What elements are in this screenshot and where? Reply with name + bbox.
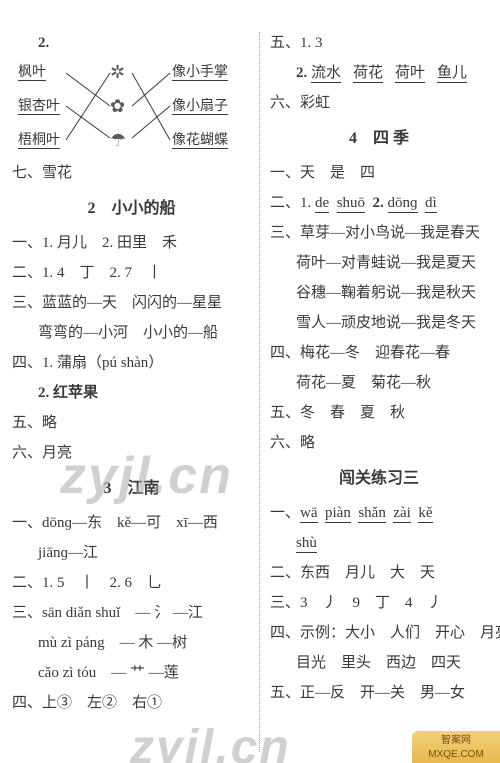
r13a: 一、 [270,505,300,521]
right-r14: shù [270,528,488,558]
r13e: zài [393,505,410,523]
left-l1: 七、雪花 [12,158,251,188]
right-r6: 荷叶—对青蛙说—我是夏天 [270,248,488,278]
match-right-0: 像小手掌 [172,65,228,81]
match-left-1: 银杏叶 [18,99,60,115]
r1-a: 2. [296,65,311,81]
left-l9: 六、月亮 [12,438,251,468]
logo-line2: MXQE.COM [412,748,500,762]
match-right-1: 像小扇子 [172,99,228,115]
right-r10: 荷花—夏 菊花—秋 [270,368,488,398]
left-l7: 2. 红苹果 [12,378,251,408]
r4e: dōnɡ [388,195,418,213]
left-l2: 一、1. 月儿 2. 田里 禾 [12,228,251,258]
right-r1: 2. 流水荷花荷叶鱼儿 [270,58,488,88]
right-r18: 目光 里头 西边 四天 [270,648,488,678]
right-r17: 四、示例：大小 人们 开心 月亮 [270,618,488,648]
right-r9: 四、梅花—冬 迎春花—春 [270,338,488,368]
right-r13: 一、wā piàn shǎn zài kě [270,498,488,528]
left-title-1: 2 小小的船 [12,194,251,224]
r1-c: 荷花 [353,65,383,83]
right-r0: 五、1. 3 [270,28,488,58]
r4a: 二、1. [270,195,311,211]
left-l12: 二、1. 5 丨 2. 6 乚 [12,568,251,598]
match-icon-2: ☂ [110,130,126,151]
left-l5: 弯弯的—小河 小小的—船 [12,318,251,348]
right-r8: 雪人—顽皮地说—我是冬天 [270,308,488,338]
right-r2: 六、彩虹 [270,88,488,118]
match-right-2: 像花蝴蝶 [172,133,228,149]
right-r7: 谷穗—鞠着躬说—我是秋天 [270,278,488,308]
r1-e: 鱼儿 [437,65,467,83]
matching-diagram: 枫叶 银杏叶 梧桐叶 ✲ ✿ ☂ 像小手掌 像小扇子 像花蝴蝶 [12,58,248,158]
left-line-0: 2. [12,28,251,58]
right-r15: 二、东西 月儿 大 天 [270,558,488,588]
r4f: dì [425,195,437,213]
match-left-2: 梧桐叶 [18,133,60,149]
left-l3: 二、1. 4 丁 2. 7 丨 [12,258,251,288]
r13f: kě [418,505,432,523]
left-l15: cǎo zì tóu — 艹 —莲 [12,658,251,688]
r4c: shuō [337,195,365,213]
right-r3: 一、天 是 四 [270,158,488,188]
r1-d: 荷叶 [395,65,425,83]
r14u: shù [296,535,317,553]
right-r16: 三、3 丿 9 丁 4 丿 [270,588,488,618]
right-title-2: 闯关练习三 [270,464,488,494]
left-l11: jiānɡ—江 [12,538,251,568]
r4d: 2. [373,195,384,211]
r1-b: 流水 [311,65,341,83]
left-l16: 四、上③ 左② 右① [12,688,251,718]
left-l10: 一、dōnɡ—东 kě—可 xī—西 [12,508,251,538]
left-l4: 三、蓝蓝的—天 闪闪的—星星 [12,288,251,318]
left-title-2: 3 江南 [12,474,251,504]
right-r19: 五、正—反 开—关 男—女 [270,678,488,708]
right-title-1: 4 四 季 [270,124,488,154]
right-r5: 三、草芽—对小鸟说—我是春天 [270,218,488,248]
right-r11: 五、冬 春 夏 秋 [270,398,488,428]
site-logo: 智案网 MXQE.COM [412,731,500,763]
left-l6: 四、1. 蒲扇（pú shàn） [12,348,251,378]
match-icon-0: ✲ [110,62,125,83]
match-icon-1: ✿ [110,96,125,117]
r4b: de [315,195,329,213]
r13b: wā [300,505,318,523]
left-l8: 五、略 [12,408,251,438]
r13c: piàn [325,505,351,523]
right-r4: 二、1. de shuō 2. dōnɡ dì [270,188,488,218]
match-left-0: 枫叶 [18,65,46,81]
left-l13: 三、sān diǎn shuǐ — 氵 —江 [12,598,251,628]
logo-line1: 智案网 [412,734,500,748]
r13d: shǎn [358,505,386,523]
left-l14: mù zì páng — 木 —树 [12,628,251,658]
right-r12: 六、略 [270,428,488,458]
